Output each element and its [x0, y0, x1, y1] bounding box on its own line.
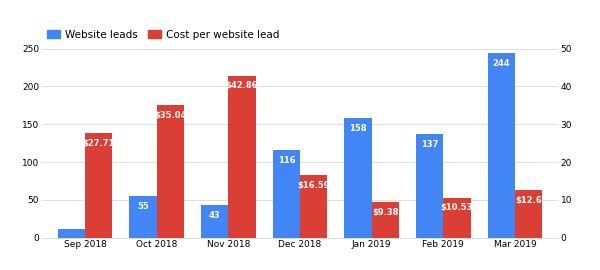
- Text: 137: 137: [421, 140, 439, 149]
- Bar: [300, 175, 327, 238]
- Text: 116: 116: [278, 156, 295, 165]
- Text: 11: 11: [65, 219, 77, 228]
- Bar: [157, 105, 184, 238]
- Bar: [201, 205, 229, 238]
- Text: $35.04: $35.04: [154, 111, 187, 120]
- Text: 55: 55: [137, 202, 149, 211]
- Bar: [515, 190, 542, 238]
- Bar: [229, 76, 256, 238]
- Bar: [416, 134, 443, 238]
- Text: $16.59: $16.59: [298, 181, 330, 190]
- Bar: [273, 150, 300, 238]
- Bar: [443, 198, 470, 238]
- Bar: [58, 229, 85, 238]
- Legend: Website leads, Cost per website lead: Website leads, Cost per website lead: [47, 30, 279, 40]
- Bar: [371, 202, 399, 238]
- Text: 43: 43: [209, 211, 221, 220]
- Text: 158: 158: [349, 124, 367, 133]
- Bar: [130, 196, 157, 238]
- Bar: [488, 53, 515, 238]
- Text: $10.53: $10.53: [441, 204, 473, 212]
- Bar: [85, 133, 112, 238]
- Text: $42.86: $42.86: [226, 81, 258, 90]
- Text: $12.6: $12.6: [515, 196, 542, 205]
- Text: $27.71: $27.71: [82, 139, 115, 147]
- Bar: [344, 118, 371, 238]
- Text: 244: 244: [493, 59, 510, 68]
- Text: $9.38: $9.38: [372, 208, 398, 217]
